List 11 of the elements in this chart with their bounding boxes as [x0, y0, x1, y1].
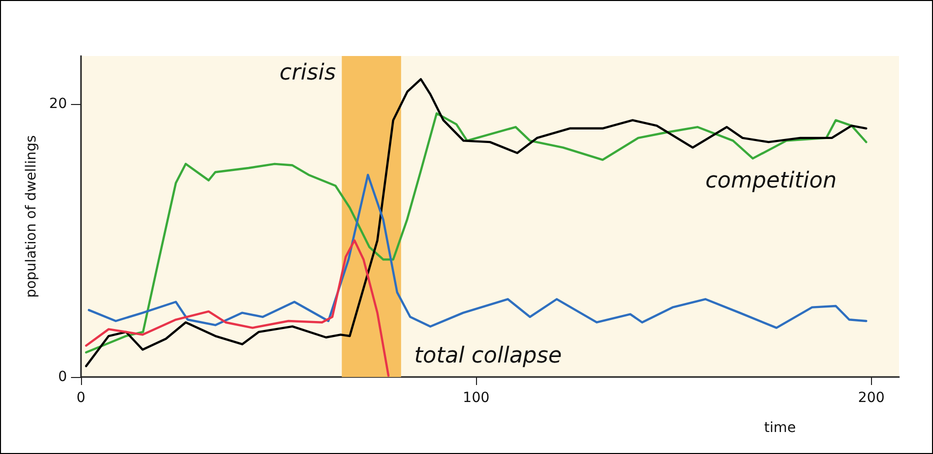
annotation: competition: [705, 168, 837, 194]
y-axis-title: population of dwellings: [23, 135, 40, 298]
x-tick-label: 100: [462, 390, 490, 406]
x-axis-title: time: [764, 420, 796, 436]
line-series: [85, 78, 868, 368]
band-label: crisis: [280, 60, 336, 86]
line-series: [85, 239, 390, 377]
annotation: total collapse: [414, 344, 562, 368]
x-tick-label: 200: [858, 390, 885, 406]
y-tick-label: 20: [49, 96, 67, 112]
x-tick-label: 0: [76, 390, 86, 406]
